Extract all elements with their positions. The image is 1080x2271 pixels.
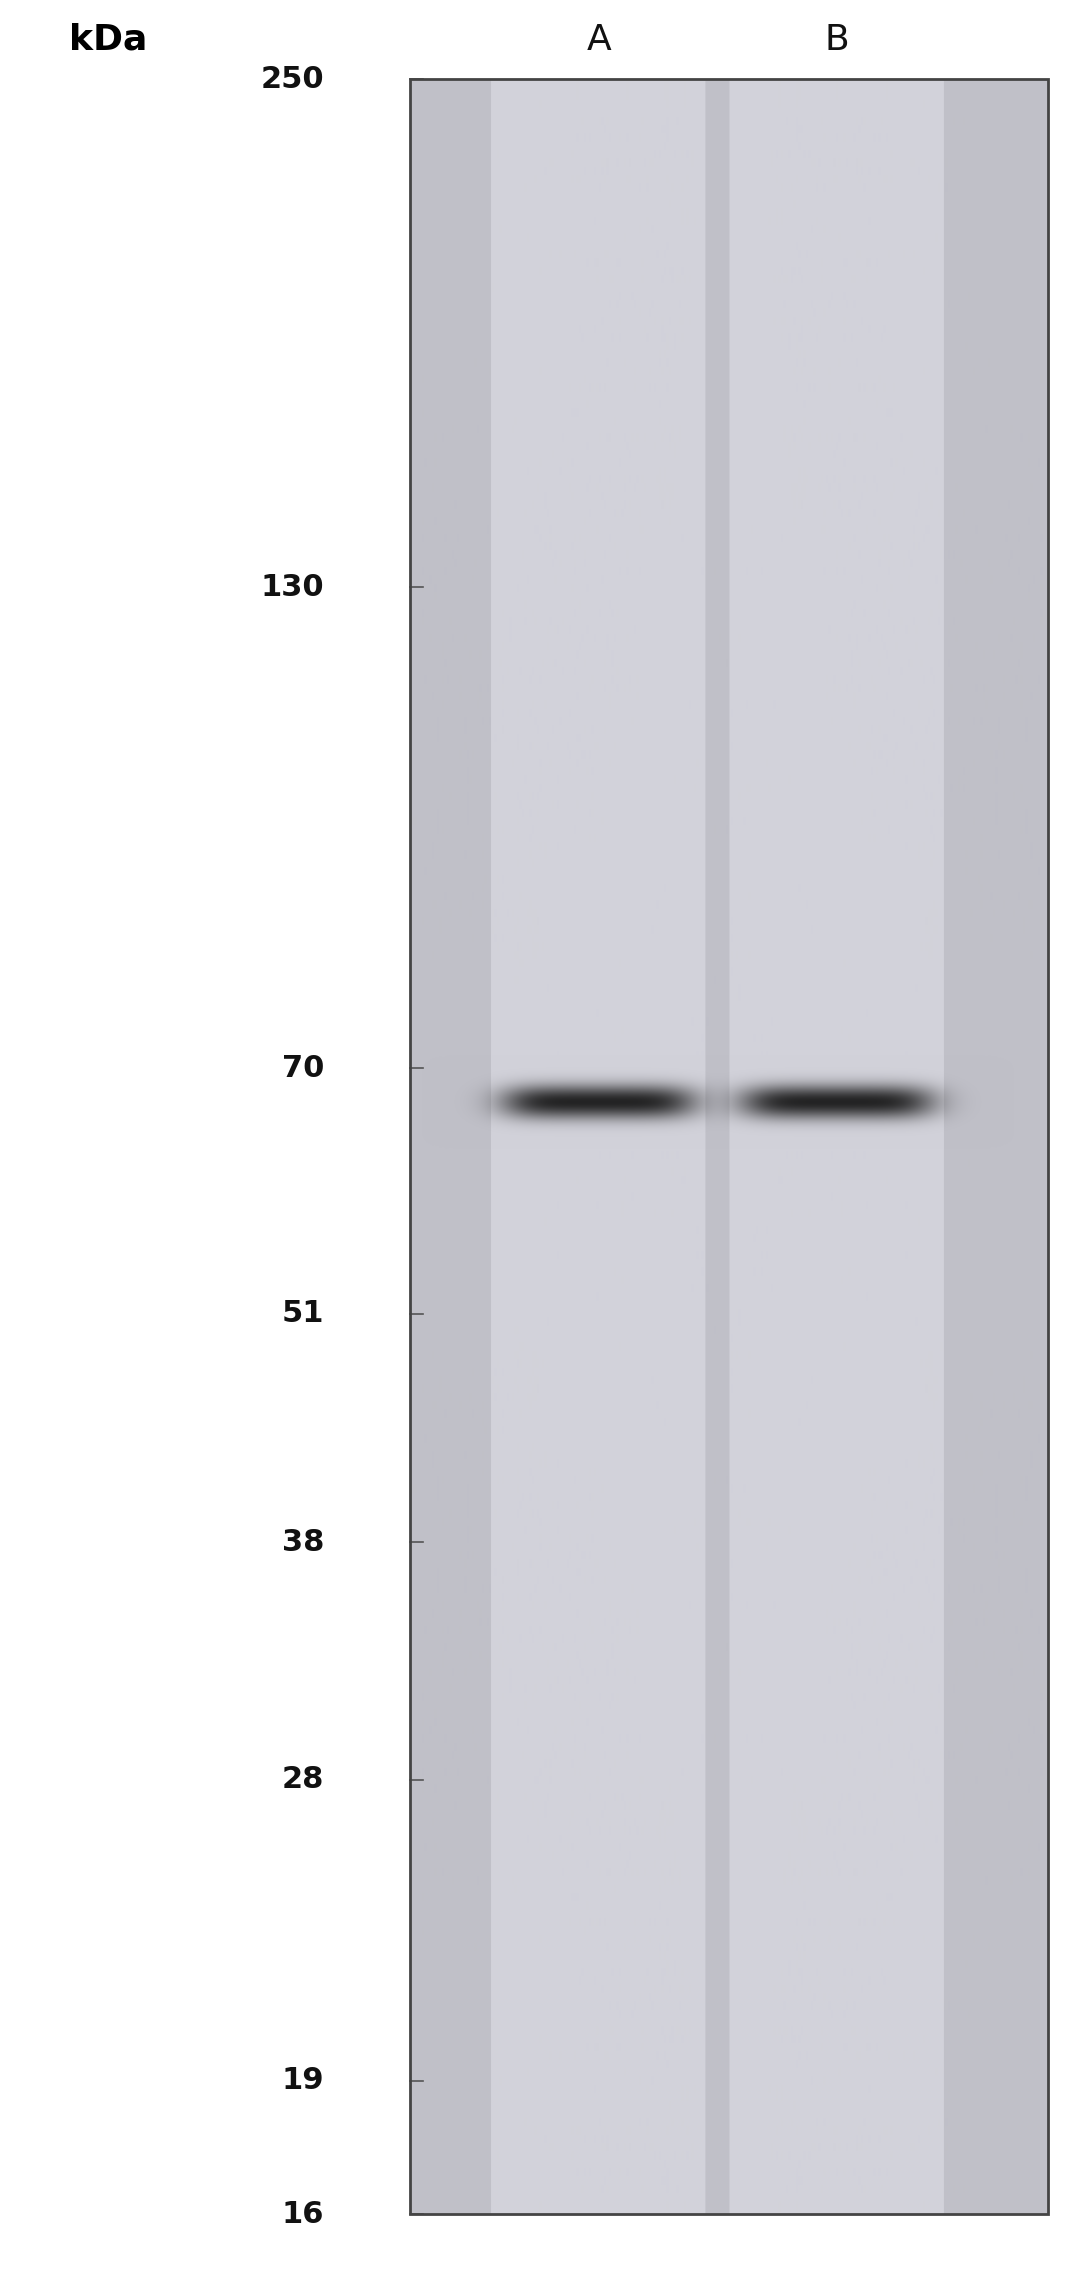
Bar	[410, 79, 1048, 2214]
Text: 16: 16	[282, 2201, 324, 2228]
Text: 38: 38	[282, 1528, 324, 1558]
Text: 250: 250	[260, 66, 324, 93]
Text: A: A	[588, 23, 611, 57]
Text: 19: 19	[282, 2067, 324, 2096]
Text: kDa: kDa	[69, 23, 147, 57]
Text: 28: 28	[282, 1765, 324, 1794]
Text: 130: 130	[260, 572, 324, 602]
Text: 70: 70	[282, 1054, 324, 1083]
Text: B: B	[825, 23, 849, 57]
Text: 51: 51	[282, 1299, 324, 1329]
